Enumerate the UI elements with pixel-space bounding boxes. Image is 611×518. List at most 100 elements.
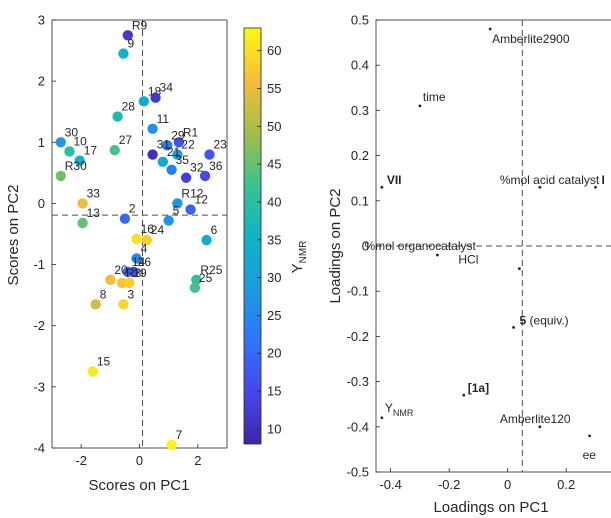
colorbar-tick-label: 30 [267, 270, 281, 285]
loadings-point [462, 393, 466, 397]
loadings-y-tick-label: -0.1 [347, 284, 369, 299]
loadings-point-label-text: HCl [458, 253, 478, 267]
scores-point [118, 299, 129, 310]
colorbar-tick-label: 35 [267, 232, 281, 247]
loadings-point-label-suffix: (equiv.) [526, 313, 568, 327]
colorbar-tick-label: 40 [267, 194, 281, 209]
scores-point-label: R9 [132, 18, 148, 32]
loadings-y-tick-label: 0 [362, 239, 369, 254]
scores-point-label: 5 [173, 204, 180, 218]
scores-point [131, 233, 142, 245]
loadings-point [380, 416, 384, 420]
loadings-point-label: Amberlite120 [500, 412, 571, 426]
scores-point-label: 29 [171, 128, 185, 142]
scores-point-label: 25 [199, 271, 213, 285]
scores-point-label: 2 [129, 202, 136, 216]
loadings-point [594, 185, 597, 189]
loadings-x-axis-label: Loadings on PC1 [433, 499, 548, 516]
colorbar-tick-label: 10 [267, 421, 281, 436]
scores-point-label: 20 [114, 263, 128, 277]
scores-point-label: R3 [126, 266, 142, 280]
scores-y-tick-label: 2 [38, 74, 45, 89]
loadings-point [418, 104, 422, 108]
loadings-y-axis-label: Loadings on PC2 [327, 188, 344, 303]
colorbar-tick-label: 20 [267, 346, 281, 361]
loadings-y-ticks: 0.5 0.4 0.3 0.2 0.1 0 -0.1 -0.2 -0.3 -0.4 -0.5 [347, 13, 380, 480]
loadings-point-label-text: time [423, 90, 446, 104]
scores-y-tick-label: -4 [33, 441, 45, 456]
scores-point-label: 7 [176, 428, 183, 442]
loadings-point [488, 27, 492, 31]
colorbar-label: YNMR [289, 241, 309, 274]
scores-point [173, 137, 185, 148]
loadings-y-tick-label: 0.3 [351, 103, 369, 118]
scores-point [147, 123, 158, 135]
loadings-y-tick-label: -0.4 [347, 419, 369, 434]
scores-point-label: 16 [141, 222, 155, 236]
scores-y-tick-label: 0 [38, 196, 45, 211]
scores-point [157, 156, 169, 168]
scores-point-label: 28 [122, 100, 136, 114]
colorbar-tick-label: 60 [267, 43, 281, 58]
loadings-point-label-text: [1a] [468, 381, 489, 395]
scores-point-label: 35 [176, 153, 190, 167]
loadings-y-tick-label: 0.4 [351, 58, 369, 73]
scores-axes-box [51, 19, 228, 449]
scores-point-label: R30 [65, 159, 87, 173]
scores-y-tick-label: 1 [38, 135, 45, 150]
scores-point-label: 33 [87, 186, 101, 200]
scores-point [141, 234, 152, 246]
scores-point [180, 172, 192, 183]
scores-x-axis-label: Scores on PC1 [89, 477, 190, 494]
scores-point-label: 17 [84, 144, 98, 158]
loadings-point-label: I [601, 173, 604, 187]
loadings-point-label-text: Amberlite2900 [492, 32, 570, 46]
loadings-point-label-text: %mol acid catalyst [500, 173, 600, 187]
scores-point-label: 13 [87, 206, 101, 220]
loadings-y-tick-label: 0.1 [351, 193, 369, 208]
loadings-point-label-text: VII [387, 173, 402, 187]
loadings-point-label: %mol organocatalyst [364, 239, 476, 253]
loadings-point-label-text: Y [385, 401, 393, 415]
scores-point [55, 137, 66, 148]
loadings-point [436, 253, 439, 257]
scores-point [166, 439, 177, 451]
colorbar-tick-label: 50 [267, 119, 281, 134]
scores-point-label: 8 [100, 287, 107, 301]
loadings-y-tick-label: -0.5 [347, 465, 369, 480]
loadings-x-tick-label: 0.2 [557, 477, 575, 492]
loadings-point-label: %mol acid catalyst [500, 173, 600, 187]
scores-point [163, 215, 174, 226]
colorbar-ticks: 60 55 50 45 40 35 30 25 20 15 10 [257, 43, 281, 436]
scores-point-label: 32 [190, 161, 204, 175]
scores-point-label: 4 [141, 241, 148, 255]
scores-point-label: 21 [167, 145, 181, 159]
loadings-point-label-text: 5 [520, 313, 527, 327]
scores-point-label: 27 [119, 133, 133, 147]
scores-point [77, 217, 88, 229]
scores-point-label: 23 [214, 138, 228, 152]
scores-y-tick-label: -1 [33, 257, 45, 272]
scores-point-label: 31 [157, 138, 171, 152]
scores-point [77, 198, 88, 209]
loadings-point [588, 434, 591, 438]
scores-point [204, 149, 215, 160]
scores-y-axis-label: Scores on PC2 [5, 185, 22, 286]
loadings-point-label: Amberlite2900 [492, 32, 570, 46]
loadings-point-label: YNMR [385, 401, 414, 418]
scores-point-label: 30 [65, 125, 79, 139]
scores-point [87, 366, 99, 377]
scores-point [172, 149, 183, 160]
loadings-point-label: ee [583, 448, 597, 462]
scores-x-tick-label: 0 [136, 453, 143, 468]
colorbar: 60 55 50 45 40 35 30 25 20 15 10 YNMR [243, 27, 309, 445]
loadings-point [380, 185, 384, 189]
scores-point-label: 19 [133, 266, 147, 280]
scores-point-label: 14 [132, 255, 146, 269]
scores-y-tick-label: -3 [33, 379, 45, 394]
scores-y-tick-label: 3 [38, 13, 45, 28]
scores-point [105, 274, 116, 286]
scores-point-label: R25 [200, 263, 222, 277]
